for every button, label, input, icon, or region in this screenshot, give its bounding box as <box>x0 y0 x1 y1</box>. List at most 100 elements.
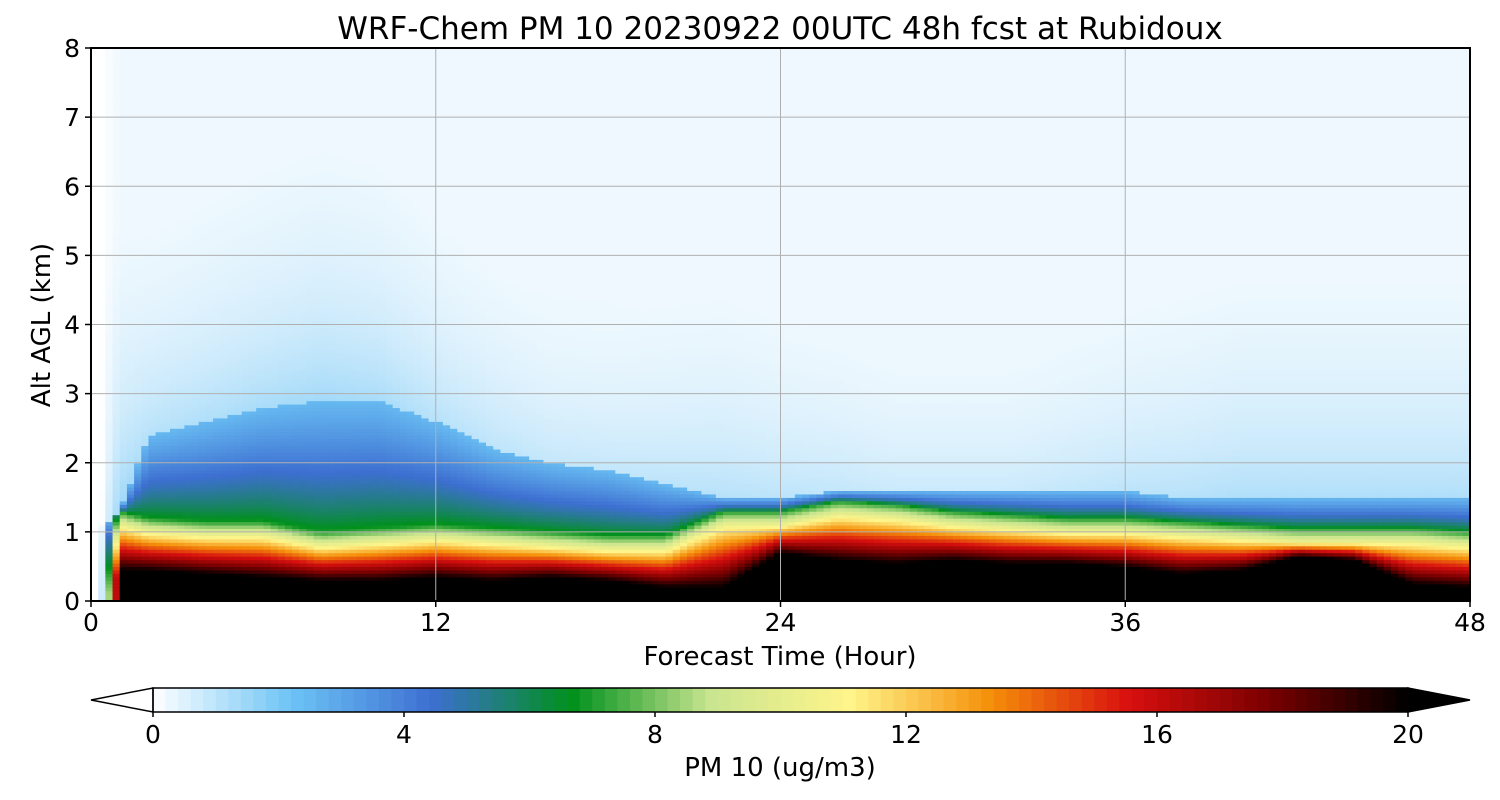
colorbar-segment <box>1044 688 1057 712</box>
colorbar-segment <box>567 688 580 712</box>
colorbar-segment <box>768 688 781 712</box>
x-axis: 0 12 24 36 48 <box>83 601 1486 637</box>
colorbar-segment <box>1032 688 1045 712</box>
colorbar-segment <box>1308 688 1321 712</box>
colorbar-segment <box>1245 688 1258 712</box>
x-tick-label: 48 <box>1454 608 1486 637</box>
colorbar-segment <box>793 688 806 712</box>
y-axis-label: Alt AGL (km) <box>27 243 57 407</box>
colorbar-tick-label: 16 <box>1141 720 1173 749</box>
colorbar-segment <box>693 688 706 712</box>
colorbar-segment <box>592 688 605 712</box>
y-tick-label: 4 <box>64 311 80 340</box>
colorbar-segment <box>705 688 718 712</box>
colorbar-extend-max <box>1408 688 1470 712</box>
colorbar-segment <box>329 688 342 712</box>
colorbar-segment <box>253 688 266 712</box>
colorbar-segment <box>442 688 455 712</box>
y-tick-label: 6 <box>64 172 80 201</box>
colorbar-segment <box>542 688 555 712</box>
colorbar-segment <box>668 688 681 712</box>
colorbar-segment <box>994 688 1007 712</box>
colorbar-segment <box>517 688 530 712</box>
x-axis-label: Forecast Time (Hour) <box>643 642 916 672</box>
colorbar-segment <box>655 688 668 712</box>
colorbar-segment <box>1358 688 1371 712</box>
colorbar-segment <box>1257 688 1270 712</box>
colorbar-segment <box>730 688 743 712</box>
colorbar-segment <box>555 688 568 712</box>
y-tick-label: 1 <box>64 518 80 547</box>
colorbar-segment <box>1107 688 1120 712</box>
colorbar-tick-label: 20 <box>1392 720 1424 749</box>
colorbar-segment <box>868 688 881 712</box>
colorbar-segment <box>404 688 417 712</box>
colorbar-segment <box>153 688 166 712</box>
colorbar-segment <box>580 688 593 712</box>
colorbar-segment <box>228 688 241 712</box>
colorbar-segment <box>1395 688 1408 712</box>
colorbar-segment <box>1270 688 1283 712</box>
colorbar-segment <box>341 688 354 712</box>
colorbar-segment <box>818 688 831 712</box>
colorbar-segment <box>806 688 819 712</box>
colorbar-segment <box>1082 688 1095 712</box>
colorbar-segment <box>504 688 517 712</box>
chart-title: WRF-Chem PM 10 20230922 00UTC 48h fcst a… <box>337 11 1222 47</box>
colorbar-segment <box>1057 688 1070 712</box>
colorbar-segment <box>1069 688 1082 712</box>
colorbar-segment <box>454 688 467 712</box>
colorbar-segment <box>1333 688 1346 712</box>
colorbar-segment <box>429 688 442 712</box>
colorbar-segment <box>291 688 304 712</box>
x-tick-label: 0 <box>83 608 99 637</box>
y-tick-label: 3 <box>64 380 80 409</box>
colorbar-segment <box>279 688 292 712</box>
colorbar-segment <box>467 688 480 712</box>
colorbar-segment <box>1207 688 1220 712</box>
colorbar-ticks: 0 4 8 12 16 20 <box>145 712 1424 749</box>
colorbar-segment <box>1132 688 1145 712</box>
x-tick-label: 36 <box>1109 608 1141 637</box>
y-tick-label: 2 <box>64 449 80 478</box>
colorbar-segment <box>969 688 982 712</box>
colorbar-segment <box>1283 688 1296 712</box>
colorbar-segment <box>843 688 856 712</box>
colorbar-tick-label: 12 <box>890 720 922 749</box>
colorbar-tick-label: 8 <box>647 720 663 749</box>
colorbar-tick-label: 0 <box>145 720 161 749</box>
colorbar-segment <box>479 688 492 712</box>
colorbar-segment <box>366 688 379 712</box>
colorbar-segment <box>893 688 906 712</box>
colorbar-segment <box>743 688 756 712</box>
colorbar-segment <box>178 688 191 712</box>
colorbar-segment <box>266 688 279 712</box>
colorbar-segment <box>530 688 543 712</box>
colorbar-segment <box>304 688 317 712</box>
colorbar-segment <box>831 688 844 712</box>
colorbar-segment <box>1232 688 1245 712</box>
colorbar-segment <box>605 688 618 712</box>
colorbar-segment <box>1157 688 1170 712</box>
colorbar-segment <box>391 688 404 712</box>
colorbar-segment <box>1345 688 1358 712</box>
colorbar-segment <box>1019 688 1032 712</box>
colorbar-segment <box>944 688 957 712</box>
colorbar <box>91 688 1470 712</box>
colorbar-segment <box>642 688 655 712</box>
colorbar-segment <box>191 688 204 712</box>
colorbar-segment <box>354 688 367 712</box>
colorbar-segment <box>1182 688 1195 712</box>
colorbar-segment <box>216 688 229 712</box>
colorbar-segment <box>856 688 869 712</box>
colorbar-segment <box>1383 688 1396 712</box>
x-tick-label: 24 <box>765 608 797 637</box>
y-tick-label: 0 <box>64 587 80 616</box>
colorbar-segment <box>1144 688 1157 712</box>
colorbar-segment <box>1195 688 1208 712</box>
colorbar-segment <box>166 688 179 712</box>
y-tick-label: 8 <box>64 34 80 63</box>
colorbar-segment <box>1295 688 1308 712</box>
colorbar-segment <box>881 688 894 712</box>
